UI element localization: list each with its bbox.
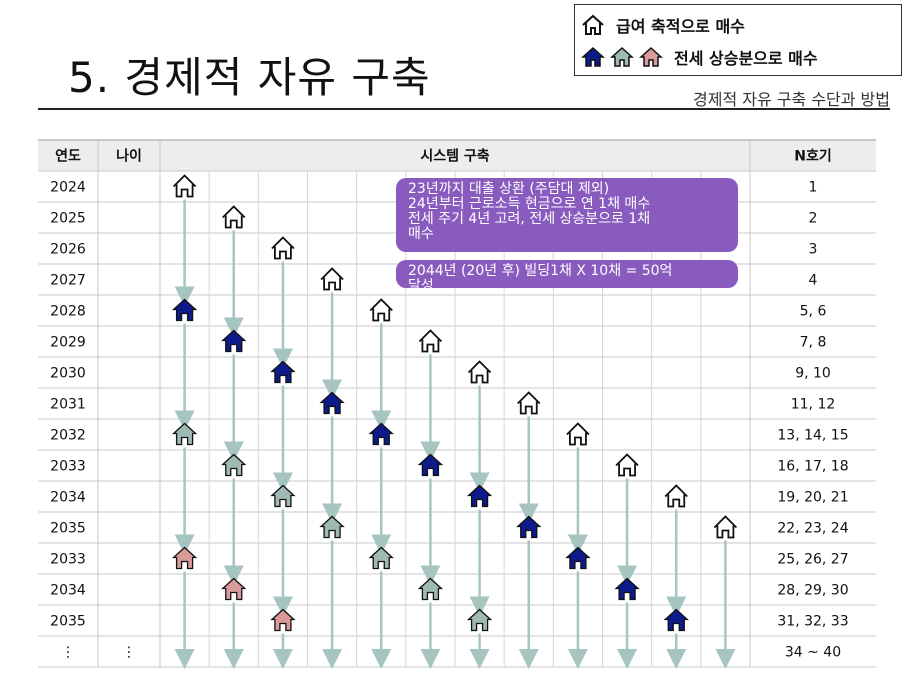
house-outline-icon — [320, 267, 344, 291]
house-pink-icon — [221, 577, 247, 601]
row-year: 2030 — [50, 366, 86, 382]
row-count: 4 — [809, 273, 818, 289]
house-navy-icon — [581, 46, 605, 67]
house-pink-icon — [270, 608, 296, 632]
legend-jeonse: 전세 상승분으로 매수 — [581, 45, 818, 69]
row-year: ⋮ — [61, 645, 75, 661]
row-count: 1 — [809, 180, 818, 196]
house-outline-icon — [582, 14, 604, 35]
row-count: 31, 32, 33 — [777, 614, 848, 630]
row-year: 2027 — [50, 273, 86, 289]
row-count: 2 — [809, 211, 818, 227]
house-gray-icon — [610, 46, 634, 67]
house-outline-icon — [369, 298, 393, 322]
house-navy-icon — [466, 484, 493, 508]
note-line: 전세 주기 4년 고려, 전세 상승분으로 1채 — [408, 211, 651, 227]
row-count: 34 ~ 40 — [785, 645, 841, 661]
row-year: 2031 — [50, 397, 86, 413]
table-header-bg — [38, 140, 876, 171]
house-gray-icon — [466, 608, 493, 632]
row-year: 2033 — [50, 552, 86, 568]
house-navy-icon — [516, 515, 542, 539]
row-year: 2035 — [50, 614, 86, 630]
note-box-plan: 23년까지 대출 상환 (주담대 제외) 24년부터 근로소득 현금으로 연 1… — [396, 178, 738, 252]
note-line: 23년까지 대출 상환 (주담대 제외) — [408, 181, 610, 197]
row-count: 3 — [809, 242, 818, 258]
house-outline-icon — [517, 391, 541, 415]
header-year: 연도 — [55, 149, 81, 165]
row-count: 16, 17, 18 — [777, 459, 848, 475]
note-line: 달성 — [408, 278, 434, 289]
house-outline-icon — [172, 174, 197, 198]
row-year: 2024 — [50, 180, 86, 196]
house-outline-icon — [713, 515, 738, 539]
row-count: 19, 20, 21 — [777, 490, 848, 506]
house-navy-icon — [663, 608, 689, 632]
row-count: 13, 14, 15 — [777, 428, 848, 444]
row-year: 2034 — [50, 490, 86, 506]
row-age: ⋮ — [122, 645, 136, 661]
row-year: 2032 — [50, 428, 86, 444]
row-count: 5, 6 — [800, 304, 827, 320]
row-count: 22, 23, 24 — [777, 521, 848, 537]
house-gray-icon — [368, 546, 394, 570]
house-outline-icon — [664, 484, 688, 508]
house-outline-icon — [615, 453, 639, 477]
house-outline-icon — [222, 205, 246, 229]
house-outline-icon — [271, 236, 295, 260]
house-pink-icon — [171, 546, 198, 570]
row-count: 28, 29, 30 — [777, 583, 848, 599]
row-year: 2029 — [50, 335, 86, 351]
row-year: 2025 — [50, 211, 86, 227]
house-navy-icon — [417, 453, 444, 477]
legend-jeonse-label: 전세 상승분으로 매수 — [674, 49, 818, 68]
row-year: 2026 — [50, 242, 86, 258]
legend-salary: 급여 축적으로 매수 — [581, 13, 745, 37]
house-navy-icon — [319, 391, 345, 415]
legend-box: 급여 축적으로 매수 전세 상승분으로 매수 — [574, 4, 902, 76]
note-line: 2044년 (20년 후) 빌딩1채 X 10채 = 50억 — [408, 263, 673, 279]
house-gray-icon — [319, 515, 345, 539]
house-gray-icon — [417, 577, 444, 601]
row-year: 2033 — [50, 459, 86, 475]
house-outline-icon — [566, 422, 590, 446]
house-navy-icon — [221, 329, 247, 353]
row-count: 25, 26, 27 — [777, 552, 848, 568]
legend-salary-label: 급여 축적으로 매수 — [616, 17, 745, 36]
house-navy-icon — [614, 577, 640, 601]
note-line: 매수 — [408, 226, 434, 242]
note-box-goal: 2044년 (20년 후) 빌딩1채 X 10채 = 50억 달성 — [396, 260, 738, 288]
row-year: 2035 — [50, 521, 86, 537]
page-subtitle: 경제적 자유 구축 수단과 방법 — [693, 90, 890, 109]
house-navy-icon — [368, 422, 394, 446]
header-system: 시스템 구축 — [420, 148, 489, 165]
house-outline-icon — [418, 329, 443, 353]
header-age: 나이 — [116, 148, 142, 165]
title-rule — [38, 108, 890, 110]
house-outline-icon — [467, 360, 492, 384]
house-gray-icon — [171, 422, 198, 446]
note-line: 24년부터 근로소득 현금으로 연 1채 매수 — [408, 196, 651, 212]
house-navy-icon — [171, 298, 198, 322]
row-year: 2034 — [50, 583, 86, 599]
row-year: 2028 — [50, 304, 86, 320]
row-count: 7, 8 — [800, 335, 827, 351]
header-count: N호기 — [794, 149, 831, 165]
house-gray-icon — [270, 484, 296, 508]
house-gray-icon — [221, 453, 247, 477]
row-count: 9, 10 — [795, 366, 831, 382]
page-title: 5. 경제적 자유 구축 — [68, 53, 431, 102]
house-pink-icon — [639, 46, 663, 67]
row-count: 11, 12 — [791, 397, 836, 413]
house-navy-icon — [270, 360, 296, 384]
house-navy-icon — [565, 546, 591, 570]
